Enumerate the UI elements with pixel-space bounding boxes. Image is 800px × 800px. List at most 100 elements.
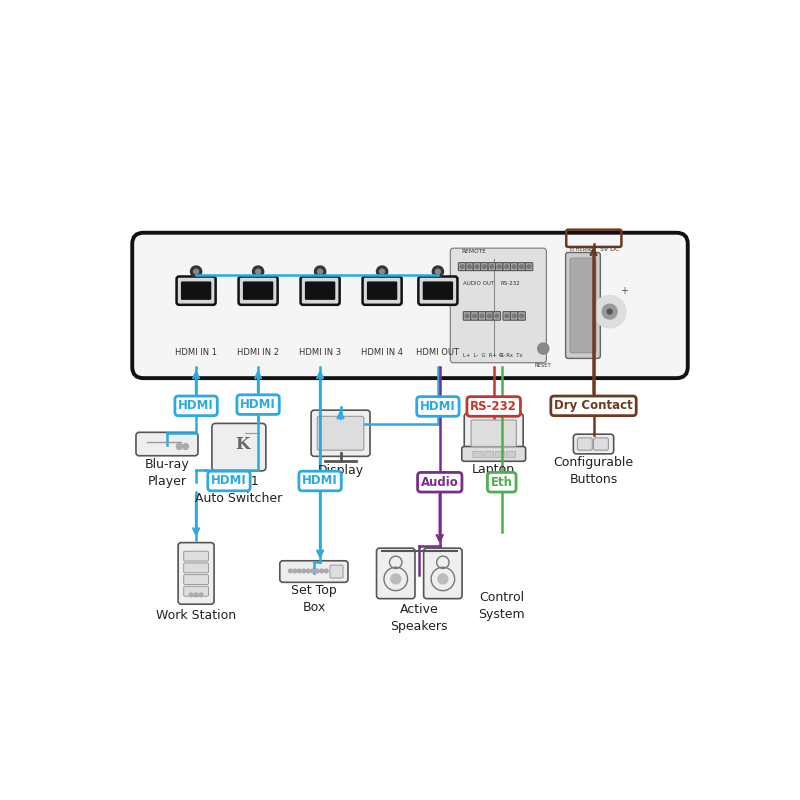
Circle shape [602, 304, 617, 319]
Circle shape [306, 569, 310, 573]
Text: RESET: RESET [535, 363, 552, 368]
FancyBboxPatch shape [243, 282, 274, 300]
FancyBboxPatch shape [424, 548, 462, 598]
FancyBboxPatch shape [184, 563, 209, 573]
Circle shape [314, 266, 326, 277]
FancyBboxPatch shape [177, 277, 216, 305]
Text: HDMI IN 4: HDMI IN 4 [361, 348, 403, 357]
FancyBboxPatch shape [506, 451, 516, 458]
FancyBboxPatch shape [181, 282, 211, 300]
Text: Blu-ray
Player: Blu-ray Player [145, 458, 190, 487]
Text: HDMI IN 2: HDMI IN 2 [237, 348, 279, 357]
FancyBboxPatch shape [462, 446, 526, 462]
Text: G  Rx  Tx: G Rx Tx [498, 354, 522, 358]
Circle shape [512, 314, 516, 318]
Circle shape [298, 569, 301, 573]
Text: HDMI IN 3: HDMI IN 3 [299, 348, 341, 357]
FancyBboxPatch shape [486, 311, 493, 320]
Text: ETHERNET: ETHERNET [569, 247, 597, 252]
FancyBboxPatch shape [484, 451, 494, 458]
Circle shape [475, 265, 479, 269]
Circle shape [199, 593, 203, 597]
FancyBboxPatch shape [184, 574, 209, 585]
FancyBboxPatch shape [495, 262, 503, 270]
FancyBboxPatch shape [466, 262, 474, 270]
Circle shape [256, 269, 261, 274]
FancyBboxPatch shape [478, 311, 486, 320]
Text: Display: Display [318, 464, 364, 478]
FancyBboxPatch shape [493, 311, 501, 320]
Circle shape [293, 569, 297, 573]
Text: HDMI IN 1: HDMI IN 1 [175, 348, 217, 357]
FancyBboxPatch shape [578, 438, 592, 450]
FancyBboxPatch shape [510, 311, 518, 320]
FancyBboxPatch shape [495, 451, 505, 458]
FancyBboxPatch shape [318, 416, 364, 450]
Text: Laptop: Laptop [472, 462, 515, 475]
Circle shape [302, 569, 306, 573]
FancyBboxPatch shape [280, 561, 348, 582]
Text: HDMI: HDMI [211, 474, 247, 487]
Circle shape [190, 266, 202, 277]
Text: Configurable
Buttons: Configurable Buttons [554, 456, 634, 486]
FancyBboxPatch shape [594, 438, 609, 450]
FancyBboxPatch shape [503, 311, 510, 320]
Circle shape [487, 537, 517, 566]
Circle shape [176, 443, 182, 450]
Text: HDMI: HDMI [240, 398, 276, 411]
FancyBboxPatch shape [311, 410, 370, 456]
FancyBboxPatch shape [377, 548, 415, 598]
Text: DIP-31
Auto Switcher: DIP-31 Auto Switcher [195, 475, 282, 506]
Text: HDMI OUT: HDMI OUT [417, 348, 459, 357]
FancyBboxPatch shape [503, 262, 510, 270]
Circle shape [460, 265, 464, 269]
Circle shape [512, 557, 537, 582]
Circle shape [467, 557, 492, 582]
Text: 5V DC: 5V DC [600, 247, 619, 252]
Circle shape [512, 265, 516, 269]
Circle shape [497, 548, 529, 580]
FancyBboxPatch shape [471, 420, 516, 446]
Circle shape [315, 569, 319, 573]
Circle shape [473, 314, 476, 318]
Circle shape [390, 574, 401, 584]
Text: Active
Speakers: Active Speakers [390, 603, 448, 633]
FancyBboxPatch shape [467, 563, 537, 582]
FancyBboxPatch shape [570, 258, 596, 353]
FancyBboxPatch shape [184, 551, 209, 561]
FancyBboxPatch shape [178, 542, 214, 604]
Circle shape [377, 266, 388, 277]
FancyBboxPatch shape [526, 262, 533, 270]
Circle shape [380, 269, 385, 274]
FancyBboxPatch shape [238, 277, 278, 305]
FancyBboxPatch shape [132, 233, 688, 378]
Circle shape [594, 295, 626, 328]
FancyBboxPatch shape [463, 311, 470, 320]
Circle shape [325, 569, 328, 573]
Circle shape [538, 343, 549, 354]
FancyBboxPatch shape [450, 248, 546, 362]
FancyBboxPatch shape [464, 414, 523, 454]
Circle shape [482, 265, 486, 269]
FancyBboxPatch shape [362, 277, 402, 305]
FancyBboxPatch shape [474, 262, 481, 270]
FancyBboxPatch shape [481, 262, 488, 270]
Circle shape [435, 269, 440, 274]
Text: HDMI: HDMI [420, 400, 456, 413]
Circle shape [190, 593, 193, 597]
FancyBboxPatch shape [422, 282, 453, 300]
Circle shape [490, 265, 494, 269]
Circle shape [505, 265, 509, 269]
FancyBboxPatch shape [305, 282, 335, 300]
Circle shape [505, 314, 509, 318]
Circle shape [289, 569, 292, 573]
FancyBboxPatch shape [301, 277, 340, 305]
Text: RS-232: RS-232 [501, 281, 520, 286]
FancyBboxPatch shape [367, 282, 398, 300]
Circle shape [607, 309, 612, 314]
Circle shape [474, 548, 506, 580]
Circle shape [487, 314, 491, 318]
Text: Eth: Eth [490, 476, 513, 489]
FancyBboxPatch shape [518, 311, 526, 320]
Text: Set Top
Box: Set Top Box [291, 584, 337, 614]
